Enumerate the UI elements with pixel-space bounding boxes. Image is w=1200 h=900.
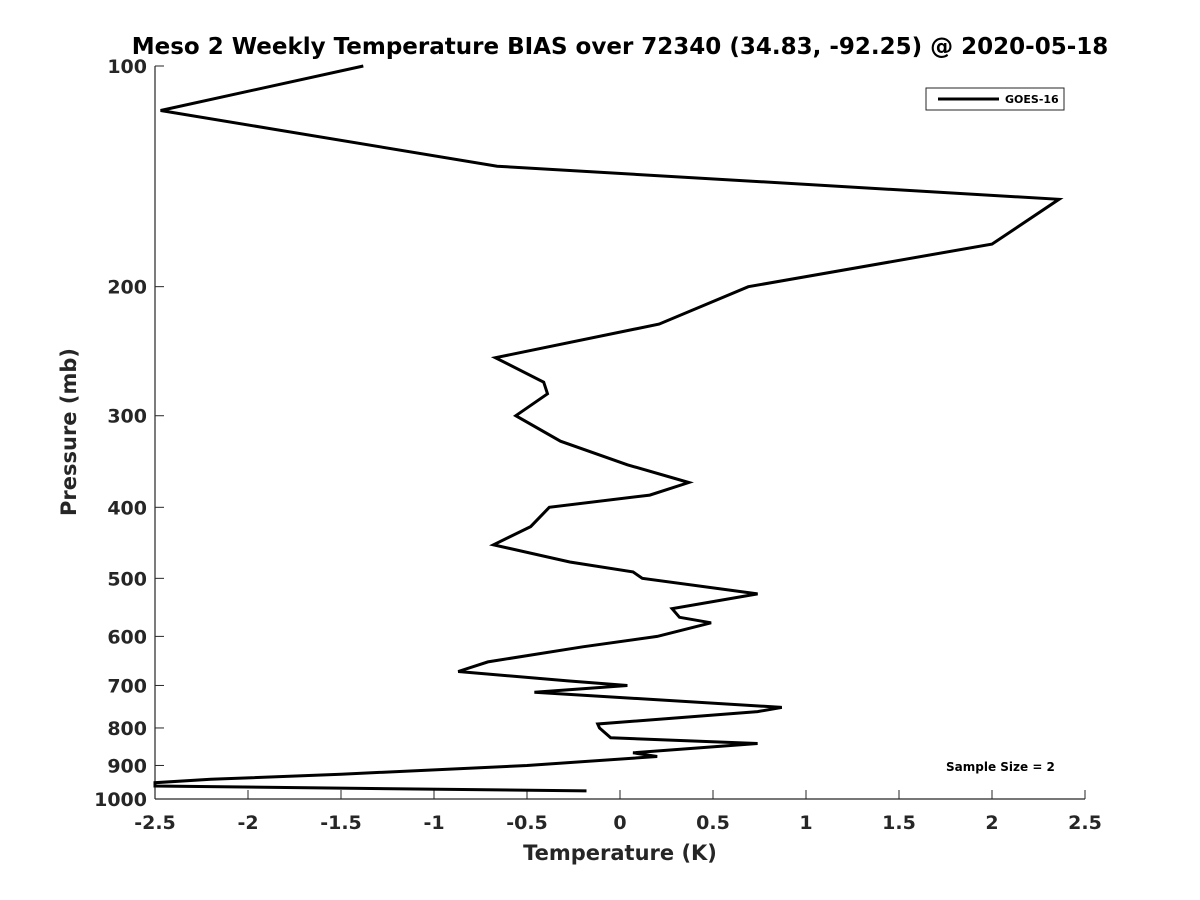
x-tick-label: 1 (799, 812, 812, 834)
legend-label-goes-16: GOES-16 (1005, 93, 1059, 106)
x-axis-title: Temperature (K) (523, 841, 717, 865)
y-tick-label: 800 (107, 718, 147, 740)
x-axis-ticks: -2.5 -2 -1.5 -1 -0.5 0 0.5 1 1.5 2 2.5 (134, 790, 1102, 834)
legend[interactable]: GOES-16 (925, 87, 1065, 111)
chart-title: Meso 2 Weekly Temperature BIAS over 7234… (132, 34, 1109, 60)
x-tick-label: -1 (423, 812, 444, 834)
y-tick-label: 600 (107, 626, 147, 648)
plot-area (155, 66, 1085, 799)
x-tick-label: 0.5 (696, 812, 730, 834)
x-tick-label: -2.5 (134, 812, 176, 834)
x-tick-label: -2 (237, 812, 258, 834)
y-tick-label: 700 (107, 675, 147, 697)
y-axis-ticks: 100 200 300 400 500 600 700 800 900 1000 (94, 56, 164, 811)
x-tick-label: 2 (985, 812, 998, 834)
axis-lines (154, 66, 1085, 800)
y-tick-label: 400 (107, 497, 147, 519)
x-tick-label: -1.5 (320, 812, 362, 834)
x-tick-label: -0.5 (506, 812, 548, 834)
y-tick-label: 900 (107, 755, 147, 777)
y-tick-label: 1000 (94, 789, 147, 811)
sample-size-annotation: Sample Size = 2 (946, 760, 1055, 774)
y-tick-label: 500 (107, 568, 147, 590)
y-tick-label: 200 (107, 277, 147, 299)
x-tick-label: 1.5 (882, 812, 916, 834)
y-axis-title: Pressure (mb) (57, 348, 81, 516)
y-tick-label: 300 (107, 406, 147, 428)
series-line-goes-16 (153, 64, 1064, 793)
series-group (153, 64, 1064, 793)
x-tick-label: 2.5 (1068, 812, 1102, 834)
x-tick-label: 0 (613, 812, 626, 834)
y-tick-label: 100 (107, 56, 147, 78)
